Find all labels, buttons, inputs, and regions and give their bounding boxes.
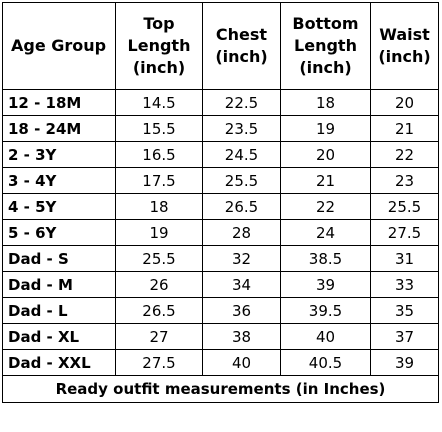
bottom-length-cell: 19 [280,115,371,142]
age-group-cell: Dad - L [2,297,116,324]
chest-cell: 23.5 [202,115,281,142]
header-chest: Chest (inch) [202,2,281,90]
top-length-cell: 19 [115,219,203,246]
top-length-cell: 26.5 [115,297,203,324]
waist-cell: 22 [370,141,439,168]
age-group-cell: Dad - M [2,271,116,298]
table-row: Dad - L 26.5 36 39.5 35 [2,297,439,324]
chest-cell: 22.5 [202,89,281,116]
waist-cell: 23 [370,167,439,194]
header-age-group: Age Group [2,2,116,90]
header-chest-line-2: (inch) [215,47,268,66]
waist-cell: 27.5 [370,219,439,246]
header-age-group-label: Age Group [11,36,107,55]
chest-cell: 32 [202,245,281,272]
chest-cell: 28 [202,219,281,246]
age-group-cell: 2 - 3Y [2,141,116,168]
waist-cell: 33 [370,271,439,298]
chest-cell: 24.5 [202,141,281,168]
header-bottom-length-line-1: Bottom [292,14,359,33]
header-chest-line-1: Chest [215,25,268,44]
header-bottom-length: Bottom Length (inch) [280,2,371,90]
header-waist-line-2: (inch) [378,47,431,66]
header-bottom-length-line-3: (inch) [299,58,352,77]
header-top-length: Top Length (inch) [115,2,203,90]
header-waist-line-1: Waist [379,25,430,44]
age-group-cell: 3 - 4Y [2,167,116,194]
table-caption: Ready outfit measurements (in Inches) [2,375,439,403]
table-row: 2 - 3Y 16.5 24.5 20 22 [2,141,439,168]
table-row: Dad - S 25.5 32 38.5 31 [2,245,439,272]
header-row: Age Group Top Length (inch) Chest (inch)… [2,2,439,90]
top-length-cell: 27.5 [115,349,203,376]
header-top-length-line-1: Top [143,14,175,33]
chest-cell: 25.5 [202,167,281,194]
waist-cell: 39 [370,349,439,376]
caption-row: Ready outfit measurements (in Inches) [2,375,439,403]
waist-cell: 37 [370,323,439,350]
size-table: Age Group Top Length (inch) Chest (inch)… [2,2,439,403]
bottom-length-cell: 21 [280,167,371,194]
top-length-cell: 16.5 [115,141,203,168]
top-length-cell: 27 [115,323,203,350]
top-length-cell: 26 [115,271,203,298]
top-length-cell: 25.5 [115,245,203,272]
age-group-cell: 12 - 18M [2,89,116,116]
age-group-cell: 5 - 6Y [2,219,116,246]
waist-cell: 25.5 [370,193,439,220]
table-row: Dad - XXL 27.5 40 40.5 39 [2,349,439,376]
chest-cell: 34 [202,271,281,298]
age-group-cell: Dad - XXL [2,349,116,376]
age-group-cell: Dad - XL [2,323,116,350]
waist-cell: 20 [370,89,439,116]
bottom-length-cell: 24 [280,219,371,246]
bottom-length-cell: 39 [280,271,371,298]
table-row: 4 - 5Y 18 26.5 22 25.5 [2,193,439,220]
chest-cell: 40 [202,349,281,376]
age-group-cell: Dad - S [2,245,116,272]
age-group-cell: 18 - 24M [2,115,116,142]
table-row: 12 - 18M 14.5 22.5 18 20 [2,89,439,116]
bottom-length-cell: 20 [280,141,371,168]
top-length-cell: 15.5 [115,115,203,142]
table-row: Dad - XL 27 38 40 37 [2,323,439,350]
bottom-length-cell: 39.5 [280,297,371,324]
chest-cell: 36 [202,297,281,324]
bottom-length-cell: 22 [280,193,371,220]
table-row: 18 - 24M 15.5 23.5 19 21 [2,115,439,142]
waist-cell: 21 [370,115,439,142]
top-length-cell: 17.5 [115,167,203,194]
header-bottom-length-line-2: Length [294,36,357,55]
chest-cell: 38 [202,323,281,350]
bottom-length-cell: 38.5 [280,245,371,272]
waist-cell: 31 [370,245,439,272]
top-length-cell: 18 [115,193,203,220]
bottom-length-cell: 18 [280,89,371,116]
top-length-cell: 14.5 [115,89,203,116]
chest-cell: 26.5 [202,193,281,220]
header-top-length-line-3: (inch) [132,58,186,77]
bottom-length-cell: 40 [280,323,371,350]
age-group-cell: 4 - 5Y [2,193,116,220]
waist-cell: 35 [370,297,439,324]
header-top-length-line-2: Length [127,36,191,55]
table-row: 5 - 6Y 19 28 24 27.5 [2,219,439,246]
header-waist: Waist (inch) [370,2,439,90]
table-row: 3 - 4Y 17.5 25.5 21 23 [2,167,439,194]
bottom-length-cell: 40.5 [280,349,371,376]
table-row: Dad - M 26 34 39 33 [2,271,439,298]
